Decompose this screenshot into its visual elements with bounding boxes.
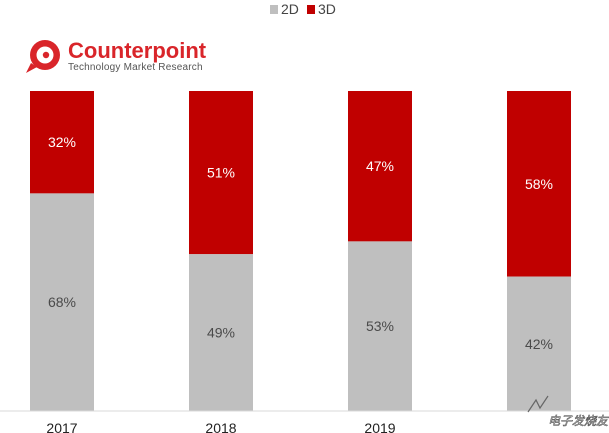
legend-label-3d: 3D [318,1,336,17]
x-tick-label-0: 2017 [46,420,77,433]
bar-2d-1 [189,254,253,411]
bar-2d-0 [30,193,94,411]
bars: 32% 68% 51% 49% 47% 53% 58% 42% [30,91,571,411]
bar-3d-1 [189,91,253,255]
bar-2d-2 [348,241,412,411]
counterpoint-logo: Counterpoint Technology Market Research [26,38,207,73]
bar-3d-2 [348,91,412,242]
bar-3d-3 [507,91,571,277]
data-label-2d-2: 53% [366,318,394,334]
x-axis-ticks: 2017 2018 2019 [46,420,395,433]
brand-tagline: Technology Market Research [68,62,203,73]
x-tick-label-1: 2018 [205,420,236,433]
x-tick-label-2: 2019 [364,420,395,433]
bar-2d-3 [507,276,571,411]
watermark-icon [527,395,549,413]
legend-swatch-2d [270,5,278,14]
watermark: 电子发烧友 [527,395,609,428]
data-label-2d-3: 42% [525,336,553,352]
legend: 2D 3D [270,1,336,17]
data-label-3d-1: 51% [207,165,235,181]
legend-swatch-3d [307,5,315,14]
watermark-text: 电子发烧友 [548,414,609,428]
legend-label-2d: 2D [281,1,299,17]
bar-3d-0 [30,91,94,194]
counterpoint-logo-icon [26,40,60,73]
data-label-3d-3: 58% [525,176,553,192]
data-label-3d-0: 32% [48,134,76,150]
data-label-2d-1: 49% [207,325,235,341]
data-label-3d-2: 47% [366,158,394,174]
data-label-2d-0: 68% [48,294,76,310]
brand-name: Counterpoint [68,38,207,63]
